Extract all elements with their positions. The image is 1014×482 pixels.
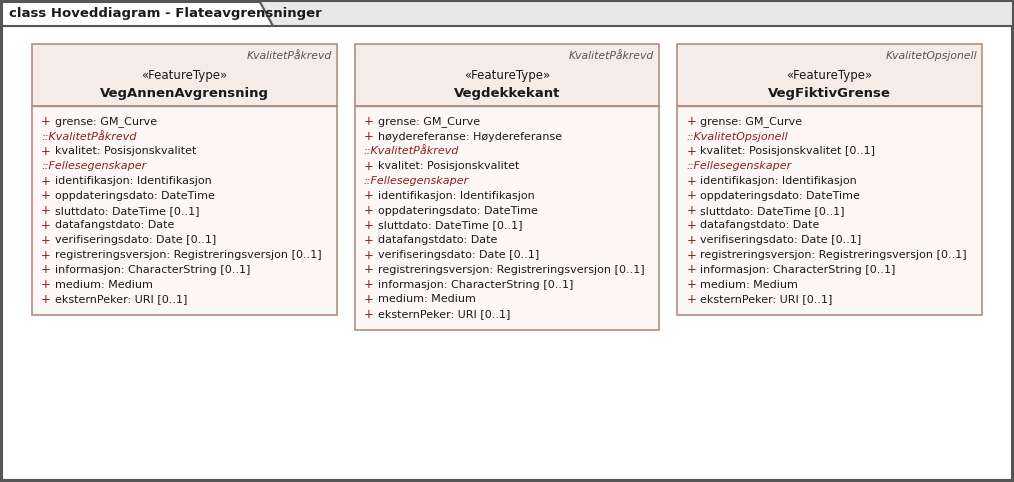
Text: kvalitet: Posisjonskvalitet [0..1]: kvalitet: Posisjonskvalitet [0..1] xyxy=(701,147,875,157)
Text: medium: Medium: medium: Medium xyxy=(701,280,798,290)
Text: informasjon: CharacterString [0..1]: informasjon: CharacterString [0..1] xyxy=(377,280,573,290)
Text: +: + xyxy=(41,189,51,202)
Text: verifiseringsdato: Date [0..1]: verifiseringsdato: Date [0..1] xyxy=(377,250,538,260)
Text: kvalitet: Posisjonskvalitet: kvalitet: Posisjonskvalitet xyxy=(55,147,197,157)
Text: sluttdato: DateTime [0..1]: sluttdato: DateTime [0..1] xyxy=(701,206,845,215)
Text: +: + xyxy=(364,189,373,202)
Text: +: + xyxy=(686,189,697,202)
Text: sluttdato: DateTime [0..1]: sluttdato: DateTime [0..1] xyxy=(55,206,200,215)
Text: sluttdato: DateTime [0..1]: sluttdato: DateTime [0..1] xyxy=(377,220,522,230)
Text: grense: GM_Curve: grense: GM_Curve xyxy=(55,117,157,127)
Text: +: + xyxy=(686,174,697,187)
Text: +: + xyxy=(364,234,373,247)
Text: medium: Medium: medium: Medium xyxy=(55,280,153,290)
Text: høydereferanse: Høydereferanse: høydereferanse: Høydereferanse xyxy=(377,132,562,142)
Text: class Hoveddiagram - Flateavgrensninger: class Hoveddiagram - Flateavgrensninger xyxy=(9,8,321,21)
Bar xyxy=(32,44,337,106)
Text: oppdateringsdato: DateTime: oppdateringsdato: DateTime xyxy=(377,206,537,215)
Text: verifiseringsdato: Date [0..1]: verifiseringsdato: Date [0..1] xyxy=(701,235,862,245)
Text: +: + xyxy=(686,145,697,158)
Text: +: + xyxy=(686,293,697,306)
Bar xyxy=(355,106,659,330)
Text: +: + xyxy=(364,130,373,143)
Text: registreringsversjon: Registreringsversjon [0..1]: registreringsversjon: Registreringsversj… xyxy=(701,250,967,260)
Text: +: + xyxy=(41,174,51,187)
Text: +: + xyxy=(686,219,697,232)
Text: grense: GM_Curve: grense: GM_Curve xyxy=(377,117,480,127)
Text: VegFiktivGrense: VegFiktivGrense xyxy=(769,88,891,101)
Text: KvalitetPåkrevd: KvalitetPåkrevd xyxy=(246,51,332,61)
Text: ::Fellesegenskaper: ::Fellesegenskaper xyxy=(41,161,146,171)
Bar xyxy=(677,106,982,315)
Polygon shape xyxy=(2,2,273,26)
Text: +: + xyxy=(41,263,51,276)
Bar xyxy=(355,44,659,106)
Text: KvalitetPåkrevd: KvalitetPåkrevd xyxy=(569,51,654,61)
Bar xyxy=(32,106,337,315)
Text: +: + xyxy=(41,249,51,262)
Text: +: + xyxy=(686,278,697,291)
Text: registreringsversjon: Registreringsversjon [0..1]: registreringsversjon: Registreringsversj… xyxy=(55,250,321,260)
Text: +: + xyxy=(41,204,51,217)
Text: informasjon: CharacterString [0..1]: informasjon: CharacterString [0..1] xyxy=(701,265,895,275)
Text: oppdateringsdato: DateTime: oppdateringsdato: DateTime xyxy=(55,191,215,201)
Text: eksternPeker: URI [0..1]: eksternPeker: URI [0..1] xyxy=(55,295,188,305)
Text: +: + xyxy=(364,219,373,232)
Text: grense: GM_Curve: grense: GM_Curve xyxy=(701,117,802,127)
Text: ::KvalitetPåkrevd: ::KvalitetPåkrevd xyxy=(364,147,459,157)
Text: verifiseringsdato: Date [0..1]: verifiseringsdato: Date [0..1] xyxy=(55,235,216,245)
Text: VegAnnenAvgrensning: VegAnnenAvgrensning xyxy=(99,88,269,101)
Text: +: + xyxy=(364,204,373,217)
Text: +: + xyxy=(686,263,697,276)
Text: +: + xyxy=(364,293,373,306)
Text: datafangstdato: Date: datafangstdato: Date xyxy=(377,235,497,245)
Text: +: + xyxy=(364,278,373,291)
Text: «FeatureType»: «FeatureType» xyxy=(463,69,551,82)
Text: +: + xyxy=(41,115,51,128)
Text: +: + xyxy=(686,249,697,262)
Text: «FeatureType»: «FeatureType» xyxy=(141,69,227,82)
Text: Vegdekkekant: Vegdekkekant xyxy=(454,88,560,101)
Text: datafangstdato: Date: datafangstdato: Date xyxy=(701,220,819,230)
Text: eksternPeker: URI [0..1]: eksternPeker: URI [0..1] xyxy=(377,309,510,319)
Text: identifikasjon: Identifikasjon: identifikasjon: Identifikasjon xyxy=(55,176,212,186)
Bar xyxy=(677,44,982,106)
Text: identifikasjon: Identifikasjon: identifikasjon: Identifikasjon xyxy=(377,191,534,201)
Text: +: + xyxy=(41,293,51,306)
Text: informasjon: CharacterString [0..1]: informasjon: CharacterString [0..1] xyxy=(55,265,250,275)
Text: +: + xyxy=(364,249,373,262)
Text: kvalitet: Posisjonskvalitet: kvalitet: Posisjonskvalitet xyxy=(377,161,519,171)
Text: +: + xyxy=(364,160,373,173)
Text: +: + xyxy=(686,234,697,247)
Text: +: + xyxy=(364,115,373,128)
Text: KvalitetOpsjonell: KvalitetOpsjonell xyxy=(885,51,977,61)
Text: +: + xyxy=(364,308,373,321)
Text: +: + xyxy=(364,263,373,276)
Text: «FeatureType»: «FeatureType» xyxy=(787,69,873,82)
Text: ::Fellesegenskaper: ::Fellesegenskaper xyxy=(686,161,792,171)
Text: ::KvalitetPåkrevd: ::KvalitetPåkrevd xyxy=(41,132,137,142)
Text: medium: Medium: medium: Medium xyxy=(377,295,476,305)
Text: datafangstdato: Date: datafangstdato: Date xyxy=(55,220,174,230)
Text: ::Fellesegenskaper: ::Fellesegenskaper xyxy=(364,176,468,186)
Text: +: + xyxy=(686,115,697,128)
Text: +: + xyxy=(41,278,51,291)
Text: ::KvalitetOpsjonell: ::KvalitetOpsjonell xyxy=(686,132,788,142)
Text: +: + xyxy=(41,234,51,247)
Text: +: + xyxy=(41,145,51,158)
Text: registreringsversjon: Registreringsversjon [0..1]: registreringsversjon: Registreringsversj… xyxy=(377,265,644,275)
Text: identifikasjon: Identifikasjon: identifikasjon: Identifikasjon xyxy=(701,176,857,186)
Text: +: + xyxy=(686,204,697,217)
Text: oppdateringsdato: DateTime: oppdateringsdato: DateTime xyxy=(701,191,860,201)
Text: eksternPeker: URI [0..1]: eksternPeker: URI [0..1] xyxy=(701,295,832,305)
Text: +: + xyxy=(41,219,51,232)
